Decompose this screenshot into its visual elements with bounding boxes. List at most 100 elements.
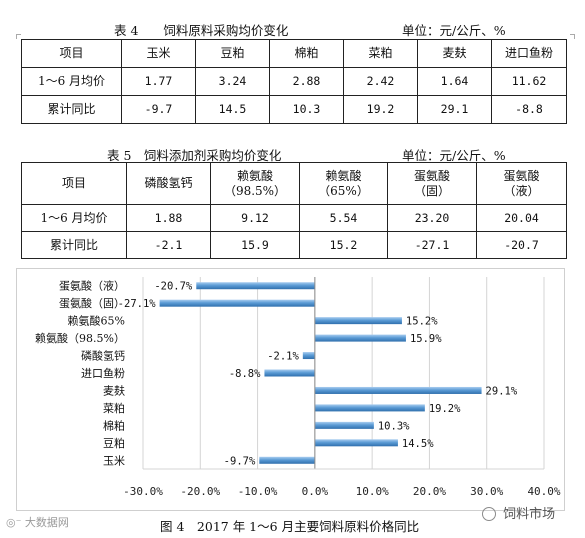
x-tick-label: 10.0% [356,485,389,498]
table4-corner-mark [16,34,21,39]
bar [259,456,315,464]
table4-title: 表 4 饲料原料采购均价变化 [114,23,289,38]
table4-cell: -8.8 [491,95,567,124]
data-label: 14.5% [402,438,434,450]
category-label: 玉米 [103,454,125,467]
table4-cell: 10.3 [269,95,344,124]
data-label: 15.2% [406,316,438,328]
camera-logo-icon: ◎⁻ [6,516,22,529]
table4-cell: 19.2 [343,95,418,124]
x-tick-label: 20.0% [413,485,446,498]
watermark-left: ◎⁻ 大数据网 [6,514,69,530]
table5-header-cell: 蛋氨酸 （固） [387,162,477,205]
x-tick-label: -20.0% [180,485,220,498]
header-line2: （65%） [318,183,369,198]
table5-header-cell: 项目 [21,162,127,205]
table5-row-label: 累计同比 [21,231,127,259]
data-label: -27.1% [118,298,157,310]
table5-row: 1～6 月均价 1.88 9.12 5.54 23.20 20.04 [21,204,567,232]
table4-header-cell: 玉米 [121,39,196,68]
table4-cell: -9.7 [121,95,196,124]
data-label: -2.1% [267,351,299,363]
table4-header-cell: 项目 [21,39,122,68]
table5-header-cell: 赖氨酸 （65%） [299,162,388,205]
bar [314,317,402,325]
category-label: 进口鱼粉 [81,366,125,380]
x-tick-label: 40.0% [527,485,560,498]
data-label: -8.8% [229,368,261,380]
table5-row-label: 1～6 月均价 [21,204,127,232]
axes: -30.0% -20.0% -10.0% 0.0% 10.0% 20.0% 30.0% 40.… [35,277,561,498]
table4-header-cell: 菜粕 [343,39,418,68]
table5-cell: 23.20 [387,204,477,232]
figure-caption: 图 4 2017 年 1～6 月主要饲料原料价格同比 [160,519,420,534]
table5-title: 表 5 饲料添加剂采购均价变化 [107,148,282,163]
category-label: 蛋氨酸（固） [59,296,125,310]
table5-unit: 单位：元/公斤、% [402,148,506,163]
table5-cell: -27.1 [387,231,477,259]
watermark-right: 饲料市场 [482,503,555,522]
table5-cell: -2.1 [126,231,211,259]
bars [159,282,482,464]
table5: 项目 磷酸氢钙 赖氨酸 （98.5%） 赖氨酸 （65%） 蛋氨酸 （固） 蛋氨酸 （液… [21,162,567,259]
table4-cell: 3.24 [195,67,270,96]
table4-cell: 29.1 [417,95,492,124]
table4-header-cell: 棉粕 [269,39,344,68]
category-label: 赖氨酸（98.5%） [35,331,125,345]
table5-cell: 15.9 [210,231,300,259]
table5-header-cell: 蛋氨酸 （液） [476,162,567,205]
table4-row: 累计同比 -9.7 14.5 10.3 19.2 29.1 -8.8 [21,95,567,124]
category-label: 菜粕 [103,401,125,415]
table4-header-cell: 麦麸 [417,39,492,68]
table5-cell: 1.88 [126,204,211,232]
table4-unit: 单位：元/公斤、% [402,23,506,38]
table5-cell: 20.04 [476,204,567,232]
table4-header-row: 项目 玉米 豆粕 棉粕 菜粕 麦麸 进口鱼粉 [21,39,567,68]
table4-corner-mark-right [570,34,575,39]
table4-cell: 2.88 [269,67,344,96]
bar [196,282,315,290]
table5-cell: -20.7 [476,231,567,259]
table5-cell: 5.54 [299,204,388,232]
table4-cell: 11.62 [491,67,567,96]
table4-cell: 1.77 [121,67,196,96]
bar [314,386,482,394]
header-line1: 磷酸氢钙 [144,176,193,190]
header-line1: 项目 [61,176,86,190]
watermark-right-text: 饲料市场 [503,507,556,522]
table4: 项目 玉米 豆粕 棉粕 菜粕 麦麸 进口鱼粉 1～6 月均价 1.77 3.24… [21,39,567,124]
category-label: 麦麸 [103,384,125,397]
header-line1: 蛋氨酸 [503,168,540,183]
header-line1: 赖氨酸 [236,168,273,183]
table4-cell: 2.42 [343,67,418,96]
category-label: 蛋氨酸（液） [59,279,125,293]
grid-lines [142,277,545,469]
table5-cell: 15.2 [299,231,388,259]
table4-cell: 14.5 [195,95,270,124]
data-label: -9.7% [224,455,256,467]
table4-row-label: 累计同比 [21,95,122,124]
bar [314,439,398,447]
category-label: 赖氨酸65% [68,314,125,328]
table5-header-cell: 磷酸氢钙 [126,162,211,205]
data-label: 29.1% [486,385,518,397]
table4-row: 1～6 月均价 1.77 3.24 2.88 2.42 1.64 11.62 [21,67,567,96]
bar [159,299,315,307]
table4-cell: 1.64 [417,67,492,96]
header-line2: （液） [503,183,540,198]
data-label: 19.2% [429,403,461,415]
table4-header-cell: 进口鱼粉 [491,39,567,68]
header-line1: 蛋氨酸 [413,168,450,183]
table5-header-row: 项目 磷酸氢钙 赖氨酸 （98.5%） 赖氨酸 （65%） 蛋氨酸 （固） 蛋氨酸 （液… [21,162,567,205]
table5-row: 累计同比 -2.1 15.9 15.2 -27.1 -20.7 [21,231,567,259]
data-label: 10.3% [378,420,410,432]
bar [264,369,315,377]
x-tick-label: -10.0% [238,485,278,498]
category-label: 棉粕 [103,418,125,432]
header-line2: （固） [413,183,450,198]
table5-cell: 9.12 [210,204,300,232]
x-tick-label: 0.0% [302,485,329,498]
data-label: 15.9% [410,333,442,345]
header-line2: （98.5%） [223,183,287,198]
x-tick-label: -30.0% [123,485,163,498]
